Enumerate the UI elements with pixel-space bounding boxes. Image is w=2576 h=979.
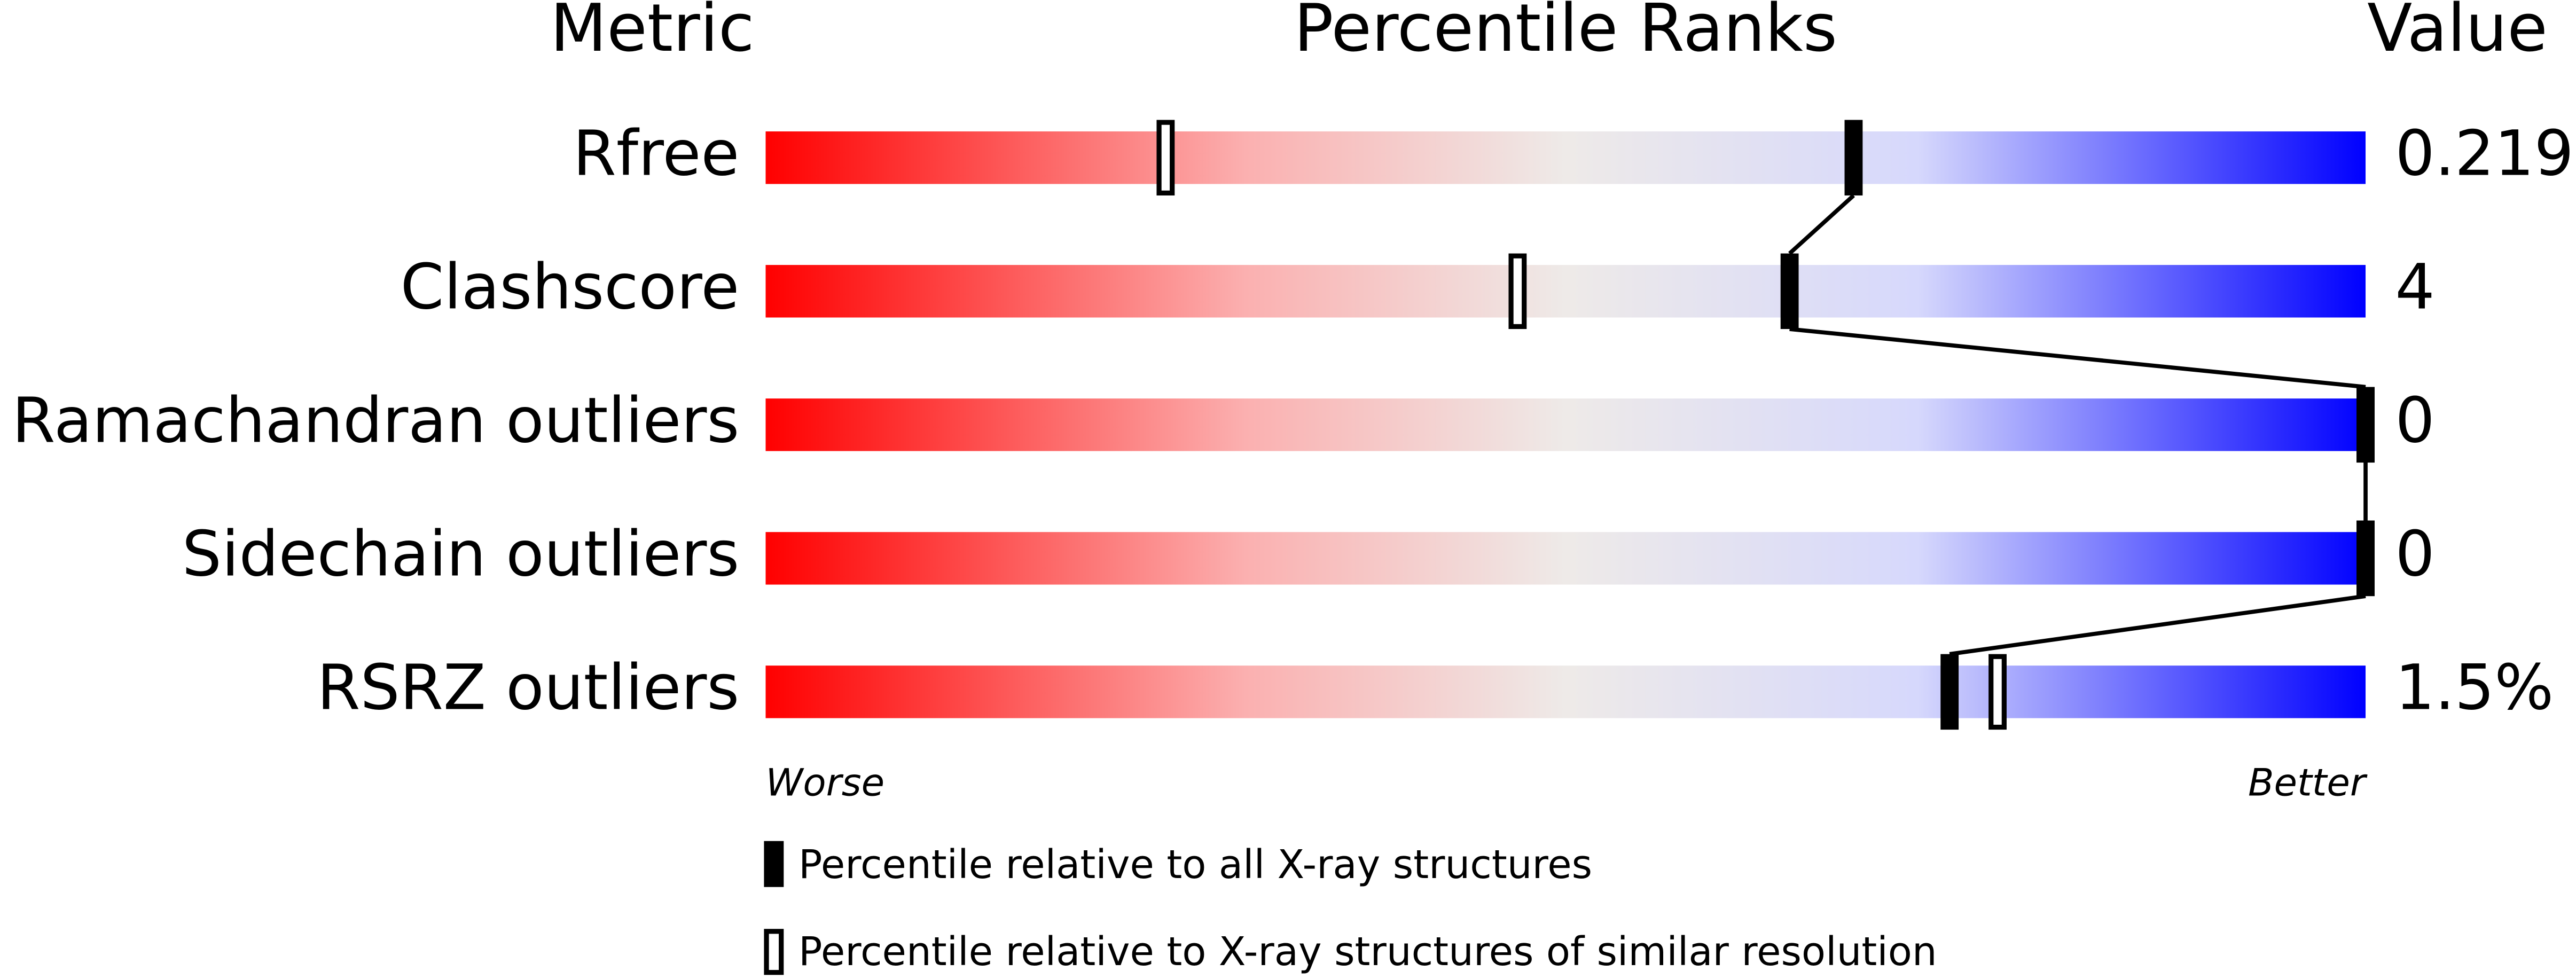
connector xyxy=(1789,327,2366,389)
percentile-bar xyxy=(765,665,2366,718)
percentile-marker-open xyxy=(1988,654,2007,730)
metric-header: Metric xyxy=(550,0,754,67)
connector xyxy=(1788,194,1855,255)
percentile-marker xyxy=(2356,387,2375,463)
legend-swatch-open xyxy=(764,929,784,975)
percentile-marker xyxy=(1780,253,1799,330)
metric-value: 0 xyxy=(2395,518,2434,591)
connector xyxy=(1949,594,2366,656)
metric-label: Clashscore xyxy=(401,251,740,324)
percentile-marker xyxy=(1844,120,1863,195)
percentile-bar xyxy=(765,265,2366,318)
percentile-bar xyxy=(765,398,2366,451)
percentile-marker xyxy=(2356,520,2375,597)
legend-label: Percentile relative to X-ray structures … xyxy=(798,929,1937,975)
metric-label: Ramachandran outliers xyxy=(12,385,739,457)
metric-label: Rfree xyxy=(573,117,740,190)
metric-value: 1.5% xyxy=(2395,652,2554,724)
metric-value: 0 xyxy=(2395,385,2434,457)
chart-title: Percentile Ranks xyxy=(1294,0,1837,67)
metric-label: Sidechain outliers xyxy=(182,518,739,591)
percentile-bar xyxy=(765,131,2366,184)
value-header: Value xyxy=(2367,0,2548,67)
percentile-bar xyxy=(765,532,2366,585)
percentile-marker-open xyxy=(1156,120,1175,195)
metric-value: 0.219 xyxy=(2395,117,2574,190)
metric-label: RSRZ outliers xyxy=(317,652,739,724)
legend-label: Percentile relative to all X-ray structu… xyxy=(798,842,1592,888)
metric-value: 4 xyxy=(2395,251,2434,324)
better-label: Better xyxy=(2248,761,2368,805)
legend-swatch xyxy=(764,841,784,887)
percentile-marker-open xyxy=(1508,253,1527,330)
worse-label: Worse xyxy=(765,761,884,805)
percentile-marker xyxy=(1940,654,1959,730)
